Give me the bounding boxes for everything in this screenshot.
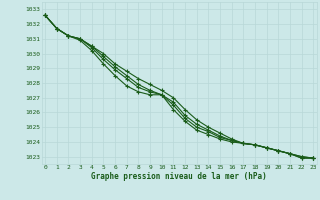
X-axis label: Graphe pression niveau de la mer (hPa): Graphe pression niveau de la mer (hPa)	[91, 172, 267, 181]
